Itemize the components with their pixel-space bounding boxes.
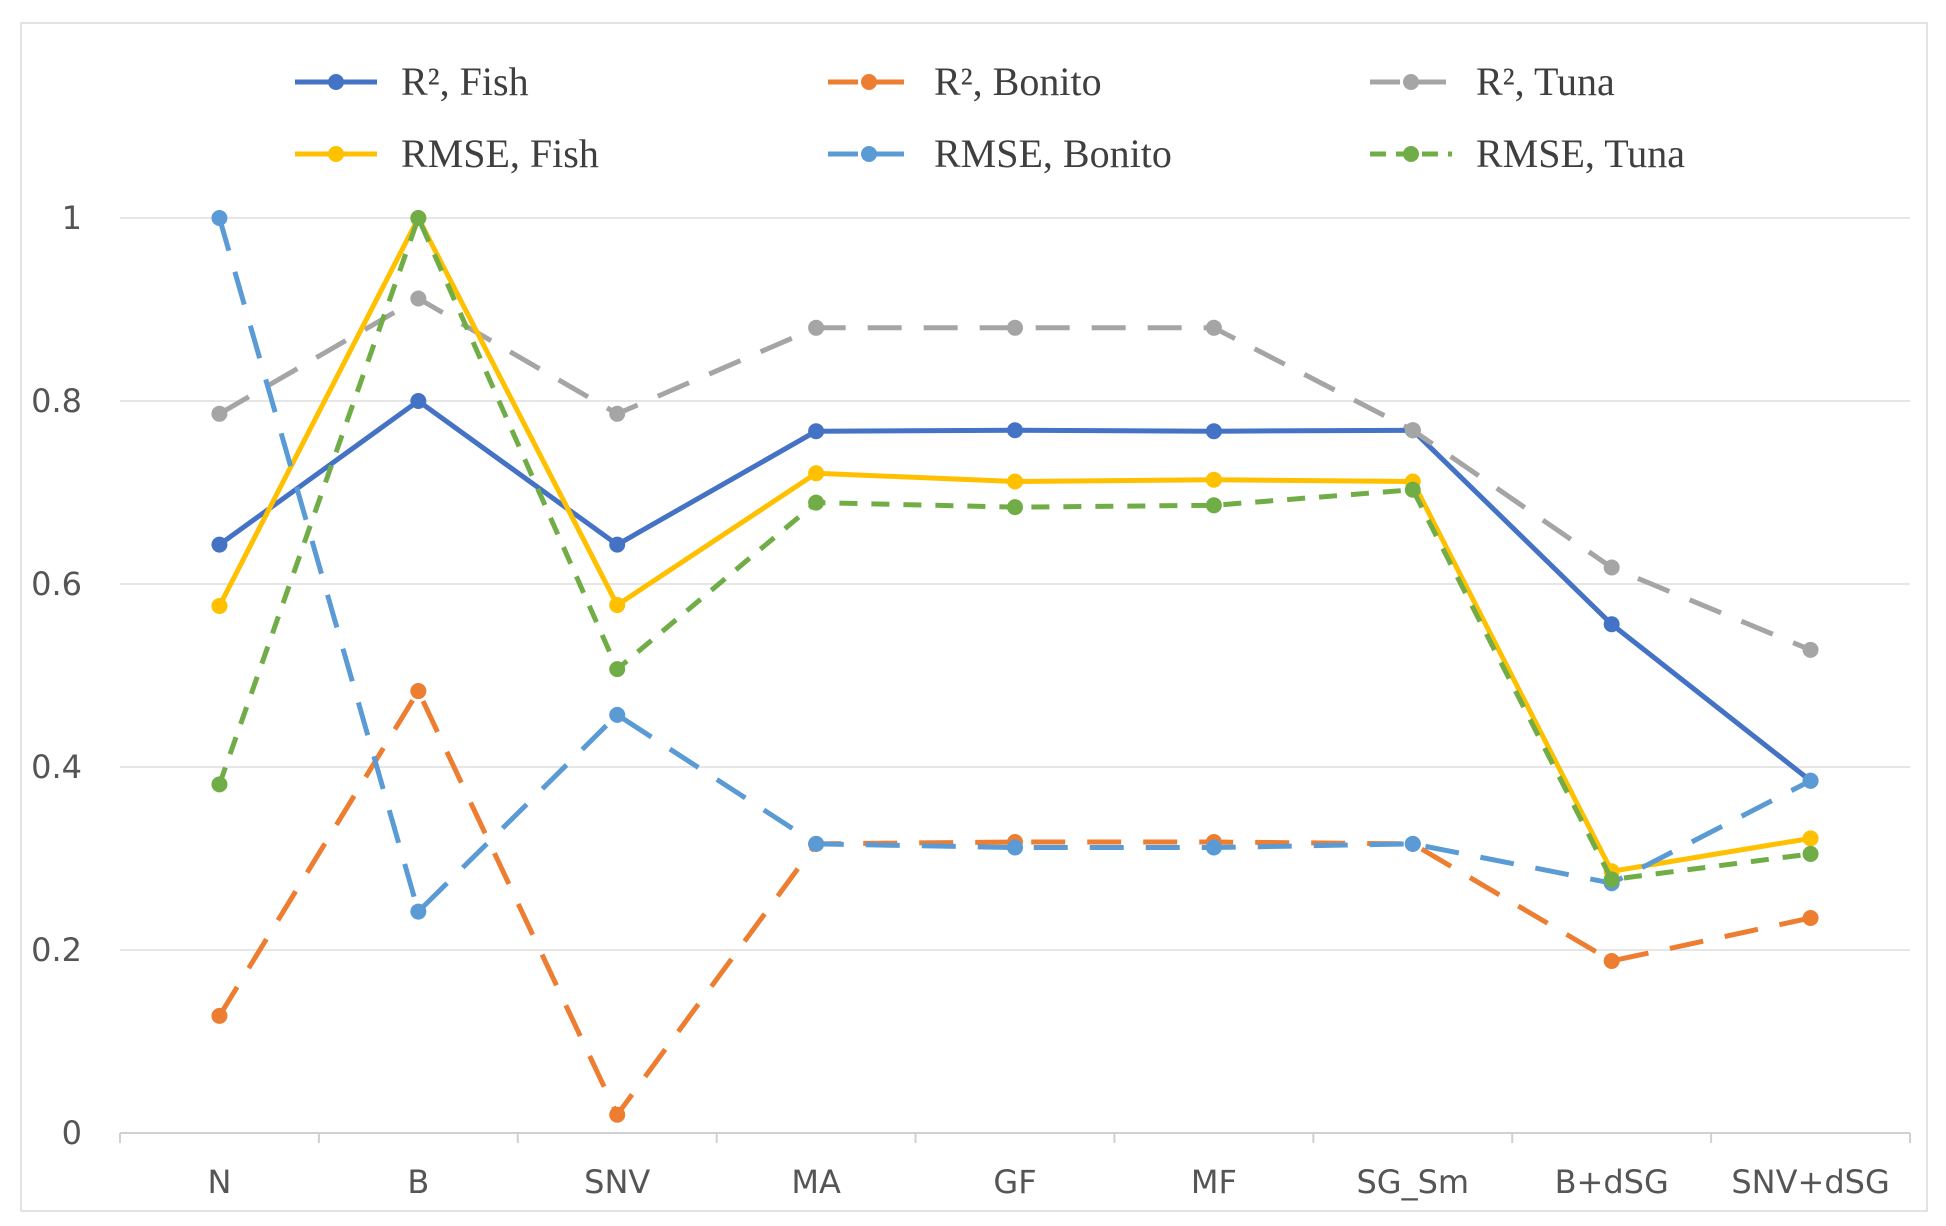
point-r2-tuna-B [410, 290, 427, 307]
legend-swatch-marker [1403, 74, 1419, 90]
point-rmse-fish-SNV [609, 597, 626, 614]
point-rmse-tuna-SNV+dSG [1802, 845, 1819, 862]
x-tick-label: B [407, 1163, 429, 1201]
point-rmse-bonito-SNV [609, 706, 626, 723]
point-r2-fish-B+dSG [1603, 616, 1620, 633]
point-rmse-bonito-SG_Sm [1404, 835, 1421, 852]
point-rmse-bonito-MA [808, 835, 825, 852]
legend-item-r2-tuna: R², Tuna [1370, 59, 1615, 104]
point-rmse-tuna-N [211, 776, 228, 793]
legend-swatch-marker [328, 74, 344, 90]
point-r2-bonito-SNV [609, 1106, 626, 1123]
point-r2-tuna-SNV+dSG [1802, 641, 1819, 658]
point-r2-fish-N [211, 536, 228, 553]
point-r2-tuna-SG_Sm [1404, 422, 1421, 439]
point-rmse-fish-MF [1205, 471, 1222, 488]
point-rmse-bonito-N [211, 210, 228, 226]
series-line-rmse-bonito [217, 217, 1812, 915]
axes: 0 0.2 0.4 0.6 0.8 1 N B SNV MA GF MF SG_Sm B+dSG SNV+d… [31, 199, 1911, 1201]
point-r2-fish-SNV [609, 536, 626, 553]
point-r2-bonito-SNV+dSG [1802, 909, 1819, 926]
legend-swatch-marker [328, 146, 344, 162]
point-rmse-tuna-SG_Sm [1404, 481, 1421, 498]
legend-label: RMSE, Bonito [934, 131, 1172, 176]
legend-swatch-marker [861, 146, 877, 162]
x-tick-label: SG_Sm [1356, 1163, 1469, 1201]
x-tick-label: SNV [584, 1163, 650, 1201]
point-r2-bonito-N [211, 1007, 228, 1024]
point-r2-tuna-MF [1205, 319, 1222, 336]
point-r2-tuna-MA [808, 319, 825, 336]
point-rmse-bonito-GF [1007, 839, 1023, 856]
x-tick-label: MA [791, 1163, 841, 1201]
x-tick-label: GF [993, 1163, 1036, 1201]
point-rmse-fish-N [211, 597, 228, 614]
point-rmse-tuna-MA [808, 494, 825, 511]
point-rmse-fish-SNV+dSG [1802, 830, 1819, 847]
point-r2-bonito-B+dSG [1603, 952, 1620, 969]
y-tick-label: 0.4 [31, 748, 82, 786]
point-r2-fish-MF [1205, 423, 1222, 440]
series-line-r2-tuna [218, 296, 1812, 653]
series-rmse-fish [211, 210, 1819, 880]
point-rmse-bonito-MF [1205, 839, 1222, 856]
legend-item-r2-fish: R², Fish [295, 59, 529, 104]
x-tick-label: SNV+dSG [1731, 1163, 1889, 1201]
y-tick-label: 1 [62, 199, 82, 237]
series-layer [211, 210, 1819, 1123]
series-line-r2-fish [217, 398, 1813, 783]
legend-item-rmse-bonito: RMSE, Bonito [828, 131, 1172, 176]
x-tick-label: N [207, 1163, 231, 1201]
point-rmse-tuna-B [410, 210, 427, 226]
legend-label: RMSE, Fish [401, 131, 599, 176]
point-r2-tuna-B+dSG [1603, 559, 1620, 576]
point-r2-fish-MA [808, 423, 825, 440]
legend-item-rmse-fish: RMSE, Fish [295, 131, 599, 176]
point-r2-tuna-N [211, 405, 228, 422]
legend-label: R², Tuna [1476, 59, 1615, 104]
point-rmse-fish-GF [1007, 473, 1023, 490]
point-rmse-fish-MA [808, 465, 825, 482]
legend: R², Fish R², Bonito R², Tuna RMSE, Fish RMSE… [295, 59, 1685, 176]
y-tick-label: 0.6 [31, 565, 82, 603]
point-r2-fish-B [410, 393, 427, 409]
point-rmse-bonito-SNV+dSG [1802, 772, 1819, 789]
point-r2-fish-GF [1007, 422, 1023, 439]
legend-swatch-marker [1403, 146, 1419, 162]
legend-label: R², Fish [401, 59, 529, 104]
point-rmse-tuna-B+dSG [1603, 871, 1620, 888]
y-tick-label: 0.2 [31, 931, 82, 969]
point-r2-tuna-SNV [609, 405, 626, 422]
legend-item-rmse-tuna: RMSE, Tuna [1370, 131, 1685, 176]
legend-label: RMSE, Tuna [1476, 131, 1685, 176]
y-tick-label: 0 [62, 1114, 82, 1152]
y-tick-label: 0.8 [31, 382, 82, 420]
point-rmse-tuna-GF [1007, 499, 1023, 516]
legend-swatch-marker [861, 74, 877, 90]
x-tick-label: B+dSG [1555, 1163, 1669, 1201]
point-rmse-tuna-MF [1205, 497, 1222, 514]
point-r2-tuna-GF [1007, 319, 1023, 336]
x-tick-label: MF [1191, 1163, 1237, 1201]
point-rmse-tuna-SNV [609, 661, 626, 678]
series-r2-fish [211, 393, 1819, 789]
series-r2-tuna [211, 290, 1819, 658]
legend-item-r2-bonito: R², Bonito [828, 59, 1102, 104]
series-r2-bonito [211, 683, 1819, 1123]
legend-label: R², Bonito [934, 59, 1102, 104]
series-line-r2-bonito [217, 688, 1812, 1118]
point-rmse-bonito-B [410, 903, 427, 920]
point-r2-bonito-B [410, 683, 427, 700]
series-rmse-tuna [211, 210, 1819, 888]
